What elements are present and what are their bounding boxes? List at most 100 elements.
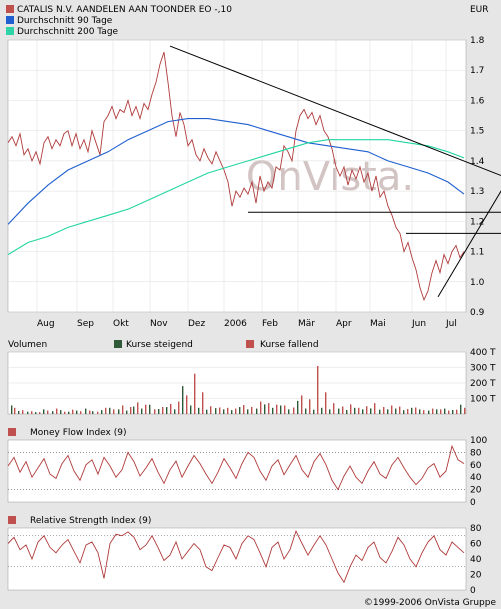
volume-bar-down (235, 408, 237, 414)
volume-bar-down (333, 403, 335, 414)
volume-bar-down (358, 407, 360, 414)
mfi-panel: Money Flow Index (9) 0 20 40 60 80 100 (7, 428, 487, 508)
volume-bar-down (399, 406, 401, 414)
volume-bar-up (141, 408, 143, 414)
volume-bar-down (22, 410, 24, 414)
volume-bar-up (428, 410, 430, 414)
volume-bar-up (436, 409, 438, 414)
volume-y-tick: 400 T (470, 348, 496, 358)
volume-bar-down (105, 407, 107, 414)
mfi-y-tick: 0 (470, 498, 476, 508)
volume-bar-down (309, 399, 311, 414)
legend-swatch-down (246, 340, 254, 348)
volume-bar-up (223, 409, 225, 414)
volume-y-tick: 300 T (470, 364, 496, 374)
volume-bar-up (27, 411, 29, 414)
volume-bar-down (130, 407, 132, 414)
volume-bar-down (383, 407, 385, 414)
volume-bar-up (379, 409, 381, 414)
mfi-y-tick: 60 (470, 461, 482, 471)
legend-swatch-mfi (8, 428, 16, 436)
volume-bar-down (145, 404, 147, 414)
volume-bar-down (64, 411, 66, 414)
volume-bar-down (210, 406, 212, 414)
mfi-y-tick: 40 (470, 473, 482, 483)
volume-bar-up (403, 410, 405, 414)
volume-bar-up (247, 409, 249, 414)
price-y-tick: 1.7 (470, 66, 484, 76)
volume-bar-up (60, 410, 62, 414)
price-y-tick: 1.6 (470, 96, 485, 106)
volume-bar-up (118, 409, 120, 414)
rsi-y-tick: 20 (470, 571, 482, 581)
volume-bar-down (194, 373, 196, 414)
legend-swatch-ma90 (6, 16, 14, 24)
price-y-tick: 1.0 (470, 278, 485, 288)
volume-bar-down (31, 411, 33, 414)
volume-bar-up (239, 407, 241, 414)
mfi-line (7, 444, 465, 491)
volume-bar-down (374, 403, 376, 414)
price-y-tick: 1.5 (470, 127, 484, 137)
volume-bar-up (280, 405, 282, 414)
volume-bar-up (215, 408, 217, 414)
volume-bar-down (456, 409, 458, 414)
price-x-tick: 2006 (224, 319, 247, 329)
volume-bar-up (419, 409, 421, 414)
volume-bar-up (231, 410, 233, 414)
mfi-y-tick: 20 (470, 486, 482, 496)
volume-bar-up (85, 408, 87, 414)
volume-bar-down (268, 403, 270, 414)
volume-bar-up (305, 408, 307, 414)
copyright: ©1999-2006 OnVista Gruppe (364, 598, 497, 608)
trendline (437, 190, 501, 298)
volume-bar-down (186, 395, 188, 414)
volume-bar-up (35, 412, 37, 414)
volume-bar-up (256, 408, 258, 414)
volume-bar-up (190, 405, 192, 414)
volume-bar-up (288, 409, 290, 414)
volume-bar-down (162, 407, 164, 414)
rsi-y-tick: 40 (470, 555, 482, 565)
ma90-line (7, 118, 465, 225)
volume-bar-up (460, 404, 462, 414)
volume-bar-down (227, 407, 229, 414)
price-x-tick: Feb (262, 319, 278, 329)
legend-swatch-price (6, 5, 14, 13)
volume-bar-up (272, 407, 274, 414)
legend-down: Kurse fallend (260, 340, 319, 350)
volume-bar-up (43, 409, 45, 414)
volume-bar-up (297, 400, 299, 414)
rsi-line (7, 529, 465, 584)
volume-bar-up (198, 407, 200, 414)
volume-y-tick: 100 T (470, 395, 496, 405)
volume-bar-down (301, 395, 303, 414)
volume-bar-up (11, 405, 13, 414)
volume-bar-up (370, 408, 372, 414)
price-y-tick: 1.2 (470, 217, 484, 227)
volume-bar-down (423, 410, 425, 414)
price-y-tick: 1.4 (470, 157, 485, 167)
volume-bar-down (251, 407, 253, 414)
price-x-tick: Sep (77, 319, 94, 329)
volume-bar-up (68, 411, 70, 414)
mfi-title: Money Flow Index (9) (30, 428, 127, 438)
volume-bar-down (432, 408, 434, 414)
volume-bar-down (415, 407, 417, 414)
mfi-y-tick: 80 (470, 448, 482, 458)
volume-panel: Volumen Kurse steigend Kurse fallend 100… (7, 340, 496, 415)
volume-bar-up (126, 410, 128, 414)
price-x-tick: Okt (113, 319, 129, 329)
currency-label: EUR (470, 5, 489, 15)
legend-swatch-rsi (8, 516, 16, 524)
volume-bar-up (101, 410, 103, 414)
price-x-tick: Apr (336, 319, 352, 329)
volume-bar-down (317, 365, 319, 414)
volume-bar-down (202, 392, 204, 414)
volume-bar-up (264, 404, 266, 414)
price-x-tick: Jul (445, 319, 457, 329)
volume-bar-up (133, 406, 135, 414)
volume-bar-down (97, 411, 99, 414)
volume-bar-down (47, 410, 49, 414)
volume-bar-down (56, 408, 58, 414)
